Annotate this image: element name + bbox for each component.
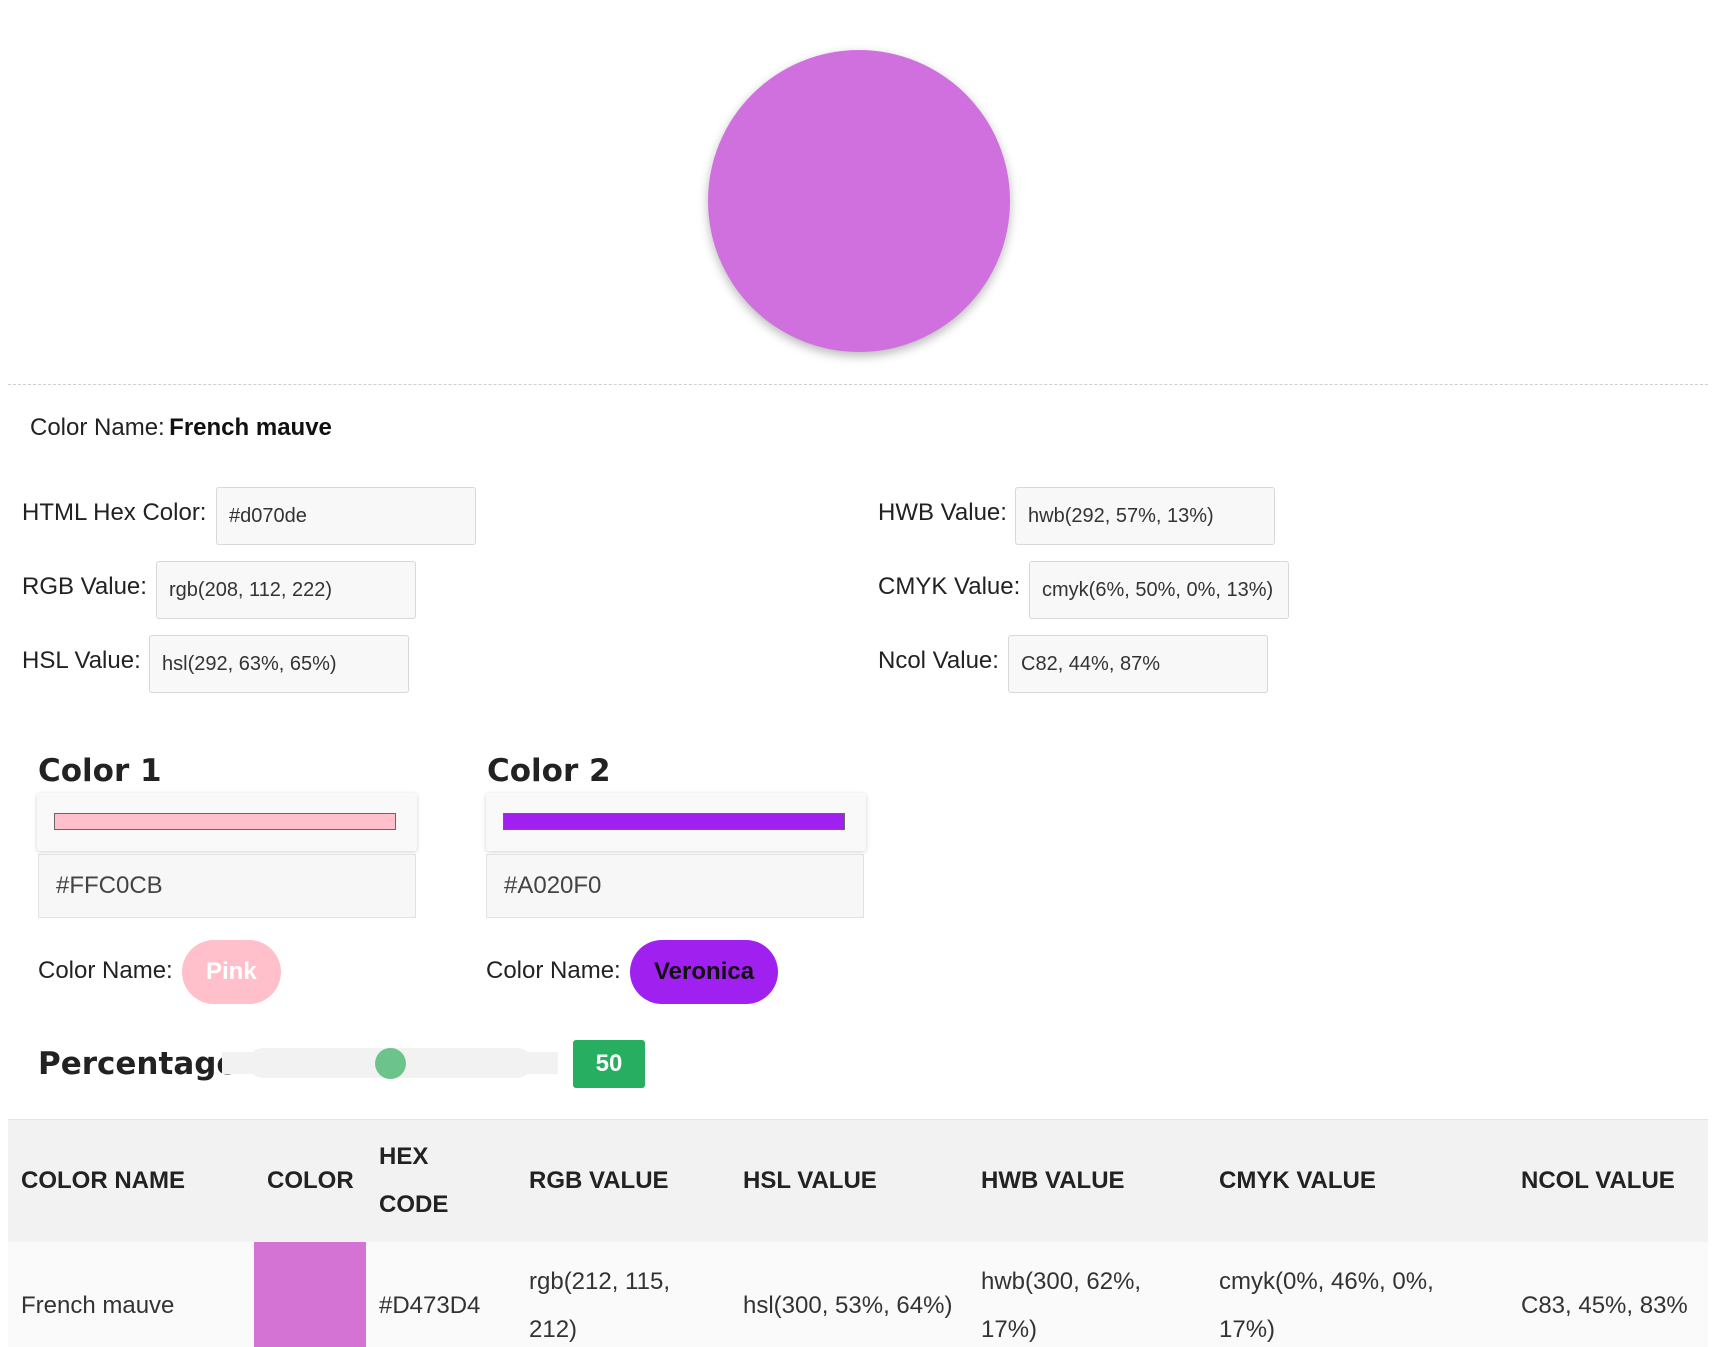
- hex-field[interactable]: #d070de: [216, 487, 476, 545]
- color2-name-label: Color Name:: [486, 957, 621, 984]
- percentage-slider-handle[interactable]: [374, 1048, 406, 1079]
- color-preview-circle: [708, 50, 1010, 352]
- ncol-field[interactable]: C82, 44%, 87%: [1008, 635, 1268, 693]
- hwb-field[interactable]: hwb(292, 57%, 13%): [1015, 487, 1275, 545]
- color1-heading: Color 1: [38, 753, 162, 789]
- rgb-label: RGB Value:: [22, 573, 147, 600]
- table-row: French mauve #D473D4 rgb(212, 115, 212) …: [8, 1241, 1708, 1347]
- percentage-heading: Percentage: [38, 1046, 238, 1082]
- color1-name-label: Color Name:: [38, 957, 173, 984]
- table-header-row: COLOR NAME COLOR HEX CODE RGB VALUE HSL …: [8, 1119, 1708, 1242]
- col-header-hex-code: HEX CODE: [366, 1119, 516, 1242]
- color2-picker[interactable]: [486, 793, 866, 851]
- color2-hex-input[interactable]: #A020F0: [486, 854, 864, 918]
- color-name-label: Color Name:: [30, 414, 165, 441]
- cell-color-name: French mauve: [21, 1291, 175, 1319]
- color1-name-badge: Pink: [182, 940, 281, 1004]
- hsl-field[interactable]: hsl(292, 63%, 65%): [149, 635, 409, 693]
- hsl-label: HSL Value:: [22, 647, 141, 674]
- color1-picker[interactable]: [37, 793, 417, 851]
- col-header-ncol: NCOL VALUE: [1508, 1119, 1708, 1242]
- col-header-rgb: RGB VALUE: [516, 1119, 730, 1242]
- rgb-field[interactable]: rgb(208, 112, 222): [156, 561, 416, 619]
- cmyk-field[interactable]: cmyk(6%, 50%, 0%, 13%): [1029, 561, 1289, 619]
- color1-hex-input[interactable]: #FFC0CB: [38, 854, 416, 918]
- cell-hsl: hsl(300, 53%, 64%): [743, 1291, 953, 1319]
- col-header-cmyk: CMYK VALUE: [1206, 1119, 1508, 1242]
- cell-hwb: hwb(300, 62%, 17%): [981, 1267, 1142, 1343]
- col-header-color-name: COLOR NAME: [8, 1119, 254, 1242]
- cmyk-label: CMYK Value:: [878, 573, 1021, 600]
- cell-color: [254, 1241, 366, 1347]
- cell-ncol: C83, 45%, 83%: [1521, 1291, 1688, 1319]
- color1-swatch: [54, 813, 396, 830]
- hwb-label: HWB Value:: [878, 499, 1007, 526]
- color2-heading: Color 2: [487, 753, 611, 789]
- percentage-value-badge: 50: [573, 1040, 645, 1088]
- ncol-label: Ncol Value:: [878, 647, 999, 674]
- row-color-swatch: [254, 1241, 366, 1347]
- section-divider: [8, 384, 1708, 385]
- cell-rgb: rgb(212, 115, 212): [529, 1267, 670, 1343]
- color-name-line: Color Name: French mauve: [30, 414, 332, 442]
- color2-swatch: [503, 813, 845, 830]
- color-name-value: French mauve: [169, 414, 332, 441]
- color-table: COLOR NAME COLOR HEX CODE RGB VALUE HSL …: [8, 1119, 1708, 1347]
- col-header-hsl: HSL VALUE: [730, 1119, 968, 1242]
- col-header-color: COLOR: [254, 1119, 366, 1242]
- cell-cmyk: cmyk(0%, 46%, 0%, 17%): [1219, 1267, 1434, 1343]
- hex-label: HTML Hex Color:: [22, 499, 207, 526]
- cell-hex: #D473D4: [379, 1291, 481, 1319]
- col-header-hwb: HWB VALUE: [968, 1119, 1206, 1242]
- color2-name-badge: Veronica: [630, 940, 779, 1004]
